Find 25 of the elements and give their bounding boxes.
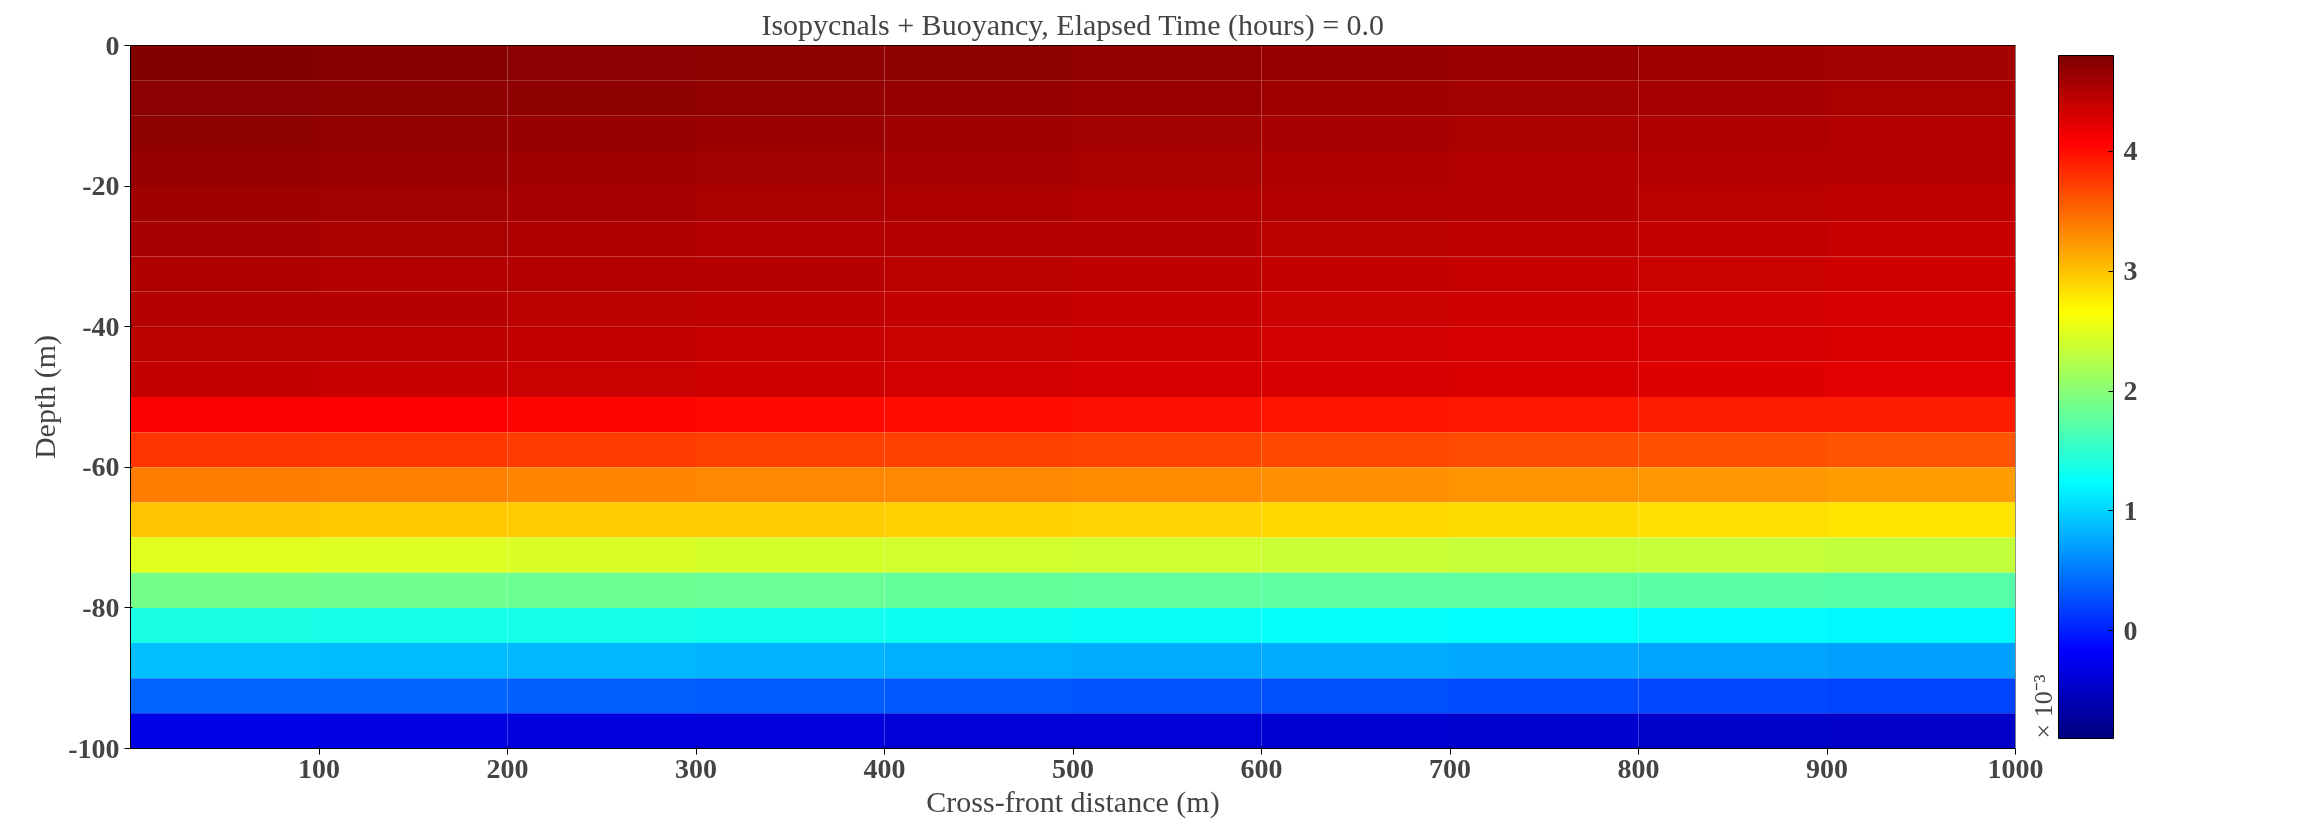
x-tick-label: 600 <box>1240 752 1283 784</box>
x-tick-label: 100 <box>298 752 340 784</box>
x-tick-label: 1000 <box>1987 752 2044 784</box>
x-tick-label: 800 <box>1617 752 1660 784</box>
x-axis-title: Cross-front distance (m) <box>926 784 1220 819</box>
x-tick-label: 700 <box>1429 752 1471 784</box>
y-tick-label: -20 <box>82 170 120 202</box>
y-tick-label: 0 <box>105 29 120 61</box>
x-tick-label: 900 <box>1806 752 1848 784</box>
color-bar-label: 2 <box>2123 375 2138 407</box>
color-bar-label: 3 <box>2123 255 2138 287</box>
y-tick-label: -40 <box>82 310 120 342</box>
color-bar-label: 1 <box>2123 494 2138 526</box>
chart-title: Isopycnals + Buoyancy, Elapsed Time (hours) = 0.0 <box>761 7 1385 42</box>
color-bar-title: × 10⁻³ <box>2028 674 2058 739</box>
x-tick-label: 300 <box>675 752 717 784</box>
x-tick-label: 500 <box>1052 752 1094 784</box>
y-axis-title: Depth (m) <box>28 334 63 460</box>
color-bar-label: 4 <box>2123 135 2138 167</box>
x-tick-label: 200 <box>486 752 529 784</box>
y-tick-label: -60 <box>82 451 120 483</box>
x-tick-label: 400 <box>863 752 906 784</box>
color-bar-label: 0 <box>2123 614 2138 646</box>
y-tick-label: -80 <box>82 591 120 623</box>
y-tick-label: -100 <box>68 732 120 764</box>
